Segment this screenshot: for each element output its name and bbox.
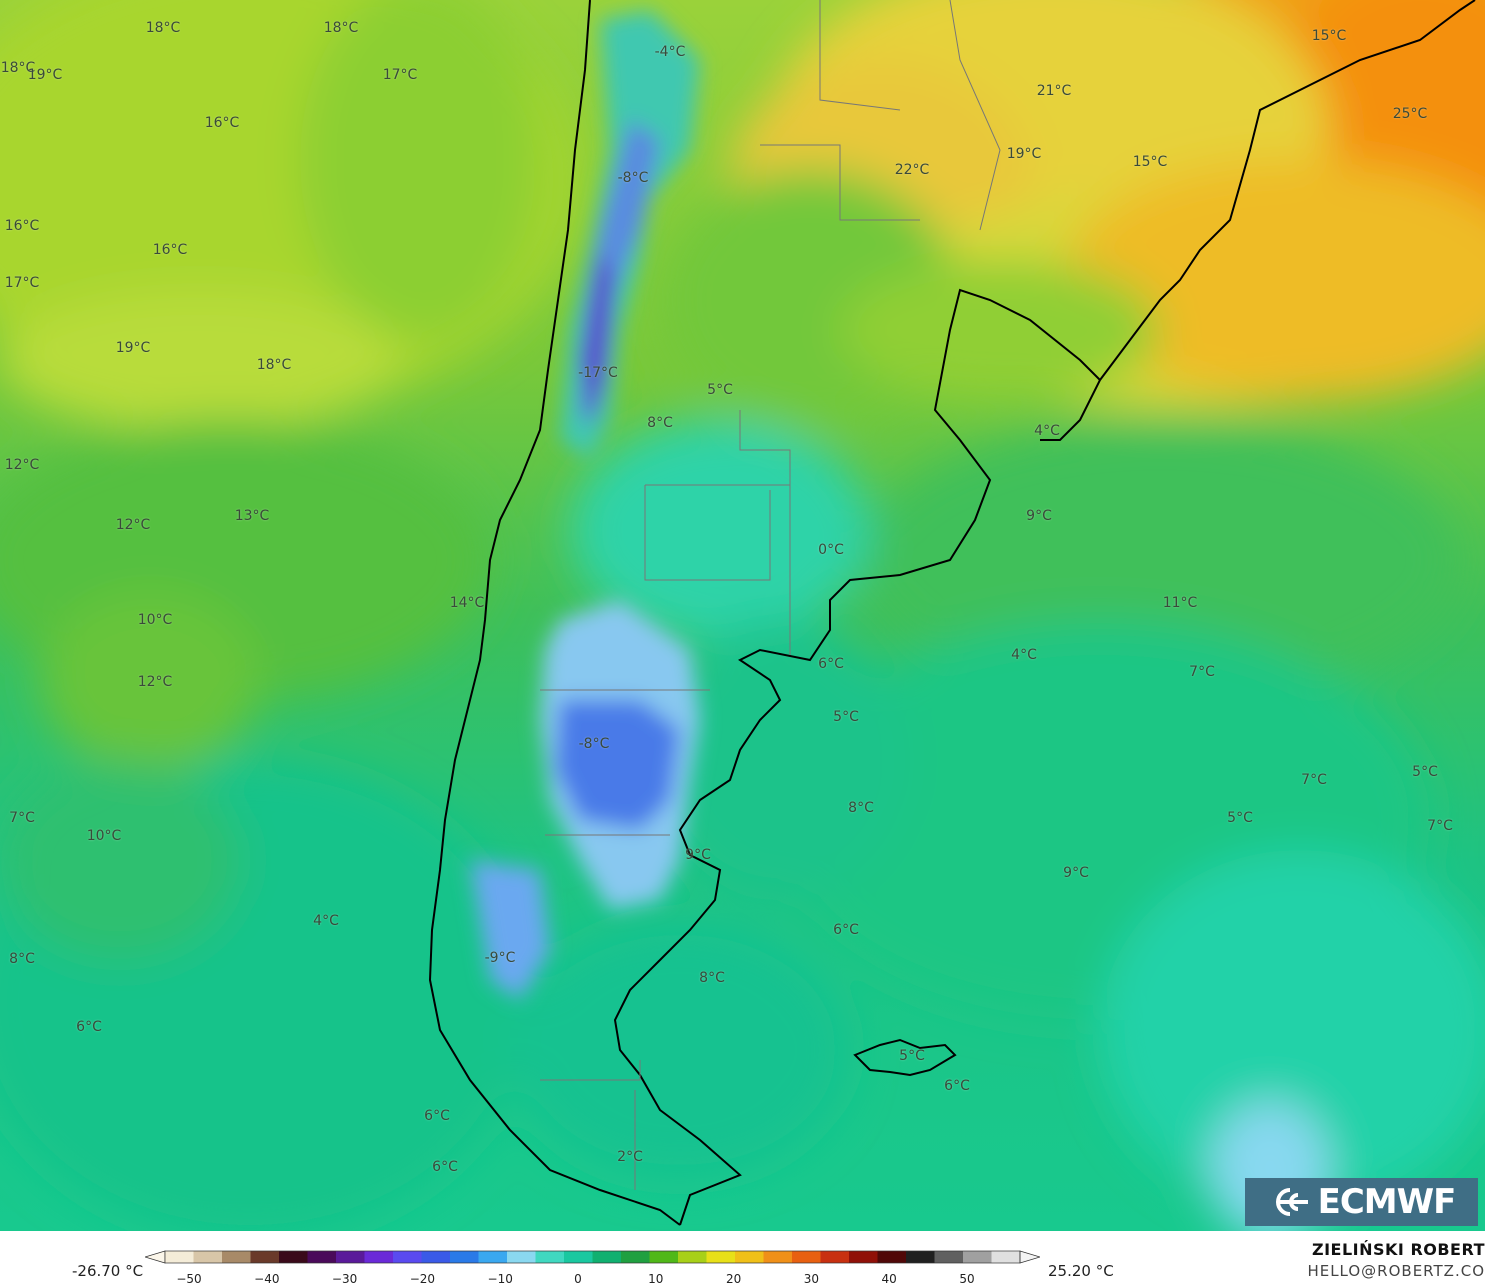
color-scale-swatch	[535, 1251, 565, 1263]
color-scale-tick-label: −50	[176, 1272, 202, 1286]
author-name: ZIELIŃSKI ROBERT	[1311, 1240, 1485, 1259]
color-scale-swatch	[165, 1251, 194, 1263]
color-scale-tick-label: −40	[254, 1272, 280, 1286]
color-scale-swatch	[649, 1251, 679, 1263]
color-scale-tick-label: −30	[331, 1272, 358, 1286]
scale-min-label: -26.70 °C	[72, 1262, 144, 1280]
scale-max-label: 25.20 °C	[1048, 1262, 1114, 1280]
color-scale-swatch	[478, 1251, 508, 1263]
color-scale-swatch	[421, 1251, 451, 1263]
ecmwf-logo: ECMWF	[1245, 1178, 1478, 1226]
color-scale-swatch	[735, 1251, 764, 1263]
color-scale-swatch	[991, 1251, 1021, 1263]
color-scale-swatch	[450, 1251, 479, 1263]
scale-max-arrow	[1019, 1250, 1040, 1264]
color-scale-tick-label: 20	[725, 1272, 742, 1286]
color-scale-tick-label: 30	[803, 1272, 820, 1286]
color-scale-bar	[145, 1250, 1040, 1264]
cold-regions	[470, 10, 700, 1000]
color-scale-swatch	[849, 1251, 878, 1263]
color-scale-swatch	[279, 1251, 308, 1263]
color-scale-outline	[164, 1250, 1021, 1264]
chile-coast	[428, 0, 681, 1226]
brazil-coast	[1099, 0, 1476, 381]
color-scale-swatch	[222, 1251, 251, 1263]
province-borders	[540, 0, 1001, 1190]
color-scale-swatch	[336, 1251, 365, 1263]
temperature-field	[0, 0, 1485, 1231]
color-scale-swatch	[763, 1251, 793, 1263]
color-scale-swatch	[250, 1251, 280, 1263]
ecmwf-logo-icon	[1275, 1188, 1308, 1216]
color-scale-tick-label: −10	[487, 1272, 513, 1286]
color-scale-swatch	[706, 1251, 736, 1263]
color-scale-tick-label: 50	[959, 1272, 975, 1286]
color-scale-swatch	[393, 1251, 422, 1263]
color-scale-swatch	[307, 1251, 337, 1263]
color-scale-tick-label: −20	[409, 1272, 436, 1286]
color-scale-swatch	[906, 1251, 935, 1263]
color-scale-swatch	[792, 1251, 821, 1263]
color-scale-swatch	[193, 1251, 223, 1263]
temperature-map: 18°C 18°C 18°C 19°C 17°C 16°C 16°C 16°C 17°C 19°C…	[0, 0, 1485, 1231]
ecmwf-logo-text: ECMWF	[1317, 1182, 1457, 1222]
color-scale-swatch	[820, 1251, 850, 1263]
falklands	[853, 1038, 957, 1077]
color-scale-swatch	[934, 1251, 964, 1263]
color-scale-tick-label: 0	[574, 1272, 582, 1286]
color-scale-swatch	[877, 1251, 907, 1263]
color-scale-swatch	[592, 1251, 622, 1263]
coastlines	[428, 0, 1476, 1226]
color-scale-tick-label: 10	[648, 1272, 664, 1286]
color-scale-swatch	[963, 1251, 992, 1263]
color-scale-swatch	[564, 1251, 593, 1263]
map-canvas	[0, 0, 1485, 1231]
color-scale-swatch	[678, 1251, 707, 1263]
author-email: HELLO@ROBERTZ.CO	[1307, 1262, 1485, 1280]
color-scale-swatch	[507, 1251, 536, 1263]
color-scale-swatch	[621, 1251, 650, 1263]
argentina-atlantic-coast	[613, 288, 1102, 1226]
scale-min-arrow	[145, 1250, 166, 1264]
color-scale-swatch	[364, 1251, 394, 1263]
color-scale-tick-label: 40	[881, 1272, 897, 1286]
